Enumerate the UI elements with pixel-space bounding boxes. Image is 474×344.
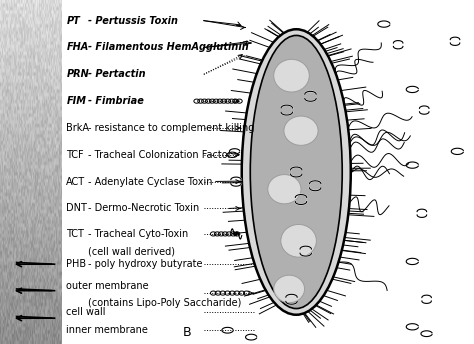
Text: - Pertussis Toxin: - Pertussis Toxin: [88, 15, 178, 26]
Ellipse shape: [281, 225, 316, 257]
Text: - Tracheal Colonization Factor: - Tracheal Colonization Factor: [88, 150, 231, 160]
Text: - Dermo-Necrotic Toxin: - Dermo-Necrotic Toxin: [88, 203, 199, 214]
Text: cell wall: cell wall: [66, 307, 106, 318]
Text: PRN: PRN: [66, 69, 89, 79]
Text: - Adenylate Cyclase Toxin: - Adenylate Cyclase Toxin: [88, 176, 212, 187]
Text: (cell wall derived): (cell wall derived): [88, 246, 175, 256]
Ellipse shape: [242, 29, 351, 315]
Text: FHA: FHA: [66, 42, 89, 53]
Text: inner membrane: inner membrane: [66, 324, 148, 335]
Text: TCF: TCF: [66, 150, 84, 160]
Text: BrkA: BrkA: [66, 123, 90, 133]
Ellipse shape: [284, 116, 318, 146]
Text: DNT: DNT: [66, 203, 87, 214]
Text: - resistance to complement killing: - resistance to complement killing: [88, 123, 254, 133]
Ellipse shape: [274, 60, 309, 92]
Text: - Pertactin: - Pertactin: [88, 69, 146, 79]
Text: (contains Lipo-Poly Saccharide): (contains Lipo-Poly Saccharide): [88, 298, 241, 309]
Ellipse shape: [274, 275, 304, 303]
Text: PHB: PHB: [66, 259, 86, 269]
Text: - poly hydroxy butyrate: - poly hydroxy butyrate: [88, 259, 202, 269]
Text: B: B: [182, 326, 191, 340]
Text: ACT: ACT: [66, 176, 85, 187]
Text: - Fimbriae: - Fimbriae: [88, 96, 144, 106]
Text: outer membrane: outer membrane: [66, 281, 149, 291]
Text: PT: PT: [66, 15, 80, 26]
Text: - Tracheal Cyto-Toxin: - Tracheal Cyto-Toxin: [88, 229, 188, 239]
Text: - Filamentous HemAgglutinin: - Filamentous HemAgglutinin: [88, 42, 248, 53]
Ellipse shape: [250, 35, 342, 309]
Text: FIM: FIM: [66, 96, 86, 106]
Text: TCT: TCT: [66, 229, 84, 239]
Ellipse shape: [268, 175, 301, 204]
